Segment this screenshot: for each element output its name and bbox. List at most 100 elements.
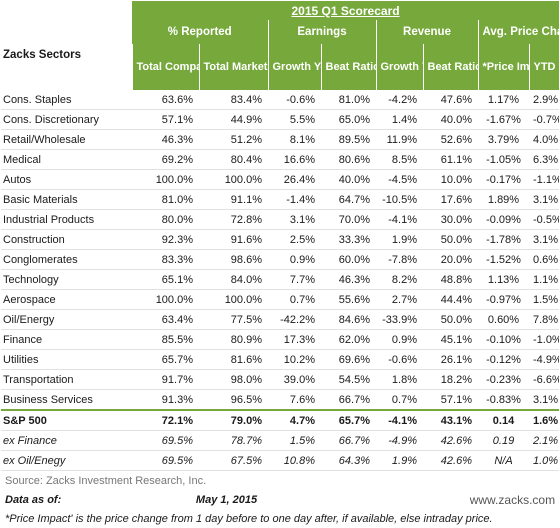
sector-name-cell: Cons. Staples [1,90,132,110]
total-market-cap-cell: 78.7% [199,430,268,451]
revenue-beat-cell: 20.0% [423,249,478,270]
table-row: Business Services 91.3% 96.5% 7.6% 66.7% 0.7%… [1,389,560,411]
earnings-growth-cell: 0.7% [268,289,321,310]
revenue-beat-cell: 52.6% [423,129,478,150]
revenue-beat-cell: 48.8% [423,269,478,290]
col-ytd: YTD [528,44,560,90]
total-companies-cell: 72.1% [132,409,199,431]
table-row: Technology 65.1% 84.0% 7.7% 46.3% 8.2% 48.8% 1.… [1,269,560,290]
col-revenue-beat: Beat Ratio [422,44,478,90]
total-companies-cell: 63.6% [132,90,199,110]
ytd-cell: -1.0% [529,329,560,350]
sector-name-cell: Conglomerates [1,249,132,270]
total-companies-cell: 92.3% [132,229,199,250]
total-companies-cell: 91.3% [132,389,199,411]
scorecard-title: 2015 Q1 Scorecard [132,1,560,20]
revenue-beat-cell: 43.1% [423,409,478,431]
revenue-beat-cell: 50.0% [423,309,478,330]
earnings-beat-cell: 54.5% [321,369,376,390]
earnings-growth-cell: 7.7% [268,269,321,290]
earnings-growth-cell: 3.1% [268,209,321,230]
earnings-growth-cell: 5.5% [268,109,321,130]
price-impact-cell: N/A [478,450,529,471]
total-market-cap-cell: 80.4% [199,149,268,170]
total-market-cap-cell: 100.0% [199,169,268,190]
sector-name-cell: Aerospace [1,289,132,310]
price-impact-cell: 3.79% [478,129,529,150]
total-companies-cell: 69.5% [132,430,199,451]
revenue-beat-cell: 40.0% [423,109,478,130]
sp500-row: S&P 500 72.1% 79.0% 4.7% 65.7% -4.1% 43.1% 0.14… [1,409,560,431]
ytd-cell: 7.8% [529,309,560,330]
table-row: Construction 92.3% 91.6% 2.5% 33.3% 1.9% 50.0%… [1,229,560,250]
group-price-change: Avg. Price Change [477,20,560,44]
sector-name-cell: Autos [1,169,132,190]
table-row: Oil/Energy 63.4% 77.5% -42.2% 84.6% -33.9% 50.… [1,309,560,330]
total-companies-cell: 65.7% [132,349,199,370]
earnings-growth-cell: 7.6% [268,389,321,411]
total-companies-cell: 81.0% [132,189,199,210]
table-row: Industrial Products 80.0% 72.8% 3.1% 70.0% -4… [1,209,560,230]
revenue-growth-cell: -0.6% [376,349,423,370]
sector-name-cell: Utilities [1,349,132,370]
price-impact-cell: 1.17% [478,90,529,110]
earnings-beat-cell: 84.6% [321,309,376,330]
table-row: Transportation 91.7% 98.0% 39.0% 54.5% 1.8% 18… [1,369,560,390]
ytd-cell: 1.6% [529,409,560,431]
revenue-growth-cell: -4.1% [376,409,423,431]
revenue-growth-cell: 1.9% [376,229,423,250]
sector-name-cell: Retail/Wholesale [1,129,132,150]
revenue-beat-cell: 17.6% [423,189,478,210]
ytd-cell: -4.9% [529,349,560,370]
revenue-growth-cell: 1.9% [376,450,423,471]
revenue-growth-cell: -4.5% [376,169,423,190]
ytd-cell: 1.1% [529,269,560,290]
price-impact-cell: 1.13% [478,269,529,290]
price-impact-cell: -1.52% [478,249,529,270]
earnings-beat-cell: 89.5% [321,129,376,150]
sector-name-cell: Medical [1,149,132,170]
ytd-cell: 3.1% [529,189,560,210]
revenue-beat-cell: 57.1% [423,389,478,411]
sector-name-cell: Basic Materials [1,189,132,210]
earnings-beat-cell: 66.7% [321,430,376,451]
revenue-growth-cell: 2.7% [376,289,423,310]
total-market-cap-cell: 81.6% [199,349,268,370]
earnings-growth-cell: 1.5% [268,430,321,451]
earnings-growth-cell: 10.2% [268,349,321,370]
ytd-cell: 2.9% [529,90,560,110]
group-earnings: Earnings [267,20,376,44]
price-impact-cell: -0.10% [478,329,529,350]
total-market-cap-cell: 67.5% [199,450,268,471]
revenue-growth-cell: 8.5% [376,149,423,170]
earnings-beat-cell: 46.3% [321,269,376,290]
price-impact-cell: -0.23% [478,369,529,390]
sector-column-header: Zacks Sectors [3,49,81,61]
ex-row: ex Finance 69.5% 78.7% 1.5% 66.7% -4.9% 42.6% 0… [1,430,560,451]
price-impact-cell: 0.60% [478,309,529,330]
table-row: Retail/Wholesale 46.3% 51.2% 8.1% 89.5% 11.9%… [1,129,560,150]
earnings-growth-cell: 17.3% [268,329,321,350]
table-row: Conglomerates 83.3% 98.6% 0.9% 60.0% -7.8% 20.… [1,249,560,270]
group-reported: % Reported [132,20,268,44]
price-impact-cell: 0.19 [478,430,529,451]
revenue-growth-cell: 8.2% [376,269,423,290]
total-companies-cell: 46.3% [132,129,199,150]
revenue-growth-cell: -4.2% [376,90,423,110]
earnings-beat-cell: 65.7% [321,409,376,431]
revenue-growth-cell: -7.8% [376,249,423,270]
col-revenue-growth: Growth YoY [375,44,423,90]
table-row: Cons. Staples 63.6% 83.4% -0.6% 81.0% -4.2% 47… [1,90,560,110]
total-companies-cell: 69.2% [132,149,199,170]
earnings-growth-cell: -42.2% [268,309,321,330]
table-row: Aerospace 100.0% 100.0% 0.7% 55.6% 2.7% 44.4% -… [1,289,560,310]
earnings-beat-cell: 81.0% [321,90,376,110]
earnings-beat-cell: 69.6% [321,349,376,370]
total-companies-cell: 100.0% [132,169,199,190]
website-link[interactable]: www.zacks.com [469,492,556,507]
source-note: Source: Zacks Investment Research, Inc. [5,474,207,487]
earnings-growth-cell: 0.9% [268,249,321,270]
col-earnings-growth: Growth YoY [267,44,321,90]
